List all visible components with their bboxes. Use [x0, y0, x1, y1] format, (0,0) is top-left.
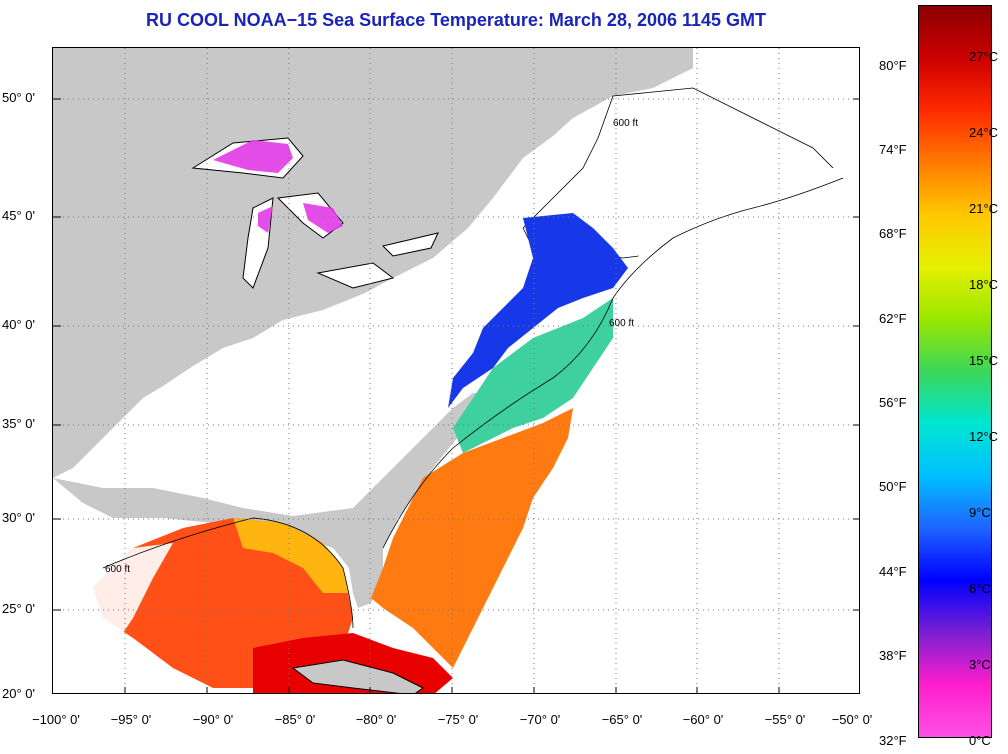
colorbar-c-label: 0°C [969, 733, 991, 748]
sst-gulf-stream [371, 408, 573, 668]
lat-label-45: 45° 0' [2, 208, 35, 223]
map-canvas: 600 ft 600 ft 600 ft [53, 48, 859, 693]
lat-label-50: 50° 0' [2, 90, 35, 105]
lon-label-90: −90° 0' [192, 712, 234, 727]
lon-label-80: −80° 0' [355, 712, 397, 727]
colorbar-f-label: 44°F [879, 564, 907, 579]
colorbar-f-label: 56°F [879, 395, 907, 410]
sst-cold-water [448, 213, 628, 408]
map-title: RU COOL NOAA−15 Sea Surface Temperature:… [145, 10, 767, 30]
sst-mid-water [453, 298, 613, 453]
lon-label-55: −55° 0' [764, 712, 806, 727]
colorbar-f-label: 74°F [879, 142, 907, 157]
lon-label-50: −50° 0' [831, 712, 873, 727]
colorbar-f-label: 80°F [879, 58, 907, 73]
colorbar-c-label: 18°C [969, 277, 999, 292]
colorbar-c-label: 27°C [969, 49, 999, 64]
colorbar-c-label: 21°C [969, 201, 999, 216]
colorbar-f-label: 32°F [879, 733, 907, 748]
temperature-colorbar [918, 5, 992, 738]
svg-text:600 ft: 600 ft [613, 118, 638, 129]
lon-label-75: −75° 0' [437, 712, 479, 727]
colorbar-c-label: 12°C [969, 429, 999, 444]
cuba-land [291, 659, 424, 693]
lat-label-20: 20° 0' [2, 686, 35, 701]
lon-label-100: −100° 0' [32, 712, 80, 727]
colorbar-c-label: 9°C [969, 505, 991, 520]
colorbar-c-label: 3°C [969, 657, 991, 672]
contour-label: 600 ft [609, 318, 634, 329]
lat-label-30: 30° 0' [2, 510, 35, 525]
colorbar-f-label: 62°F [879, 311, 907, 326]
colorbar-c-label: 15°C [969, 353, 999, 368]
lon-label-70: −70° 0' [519, 712, 561, 727]
lat-label-40: 40° 0' [2, 317, 35, 332]
lon-label-85: −85° 0' [274, 712, 316, 727]
colorbar-c-label: 24°C [969, 125, 999, 140]
colorbar-f-label: 50°F [879, 479, 907, 494]
colorbar-c-label: 6°C [969, 581, 991, 596]
lon-label-65: −65° 0' [601, 712, 643, 727]
lon-label-60: −60° 0' [682, 712, 724, 727]
svg-text:600 ft: 600 ft [105, 564, 130, 575]
lat-label-25: 25° 0' [2, 601, 35, 616]
lat-label-35: 35° 0' [2, 416, 35, 431]
lon-label-95: −95° 0' [110, 712, 152, 727]
southeast-land [53, 393, 493, 608]
sst-map: 600 ft 600 ft 600 ft [52, 47, 860, 694]
colorbar-f-label: 38°F [879, 648, 907, 663]
colorbar-f-label: 68°F [879, 226, 907, 241]
